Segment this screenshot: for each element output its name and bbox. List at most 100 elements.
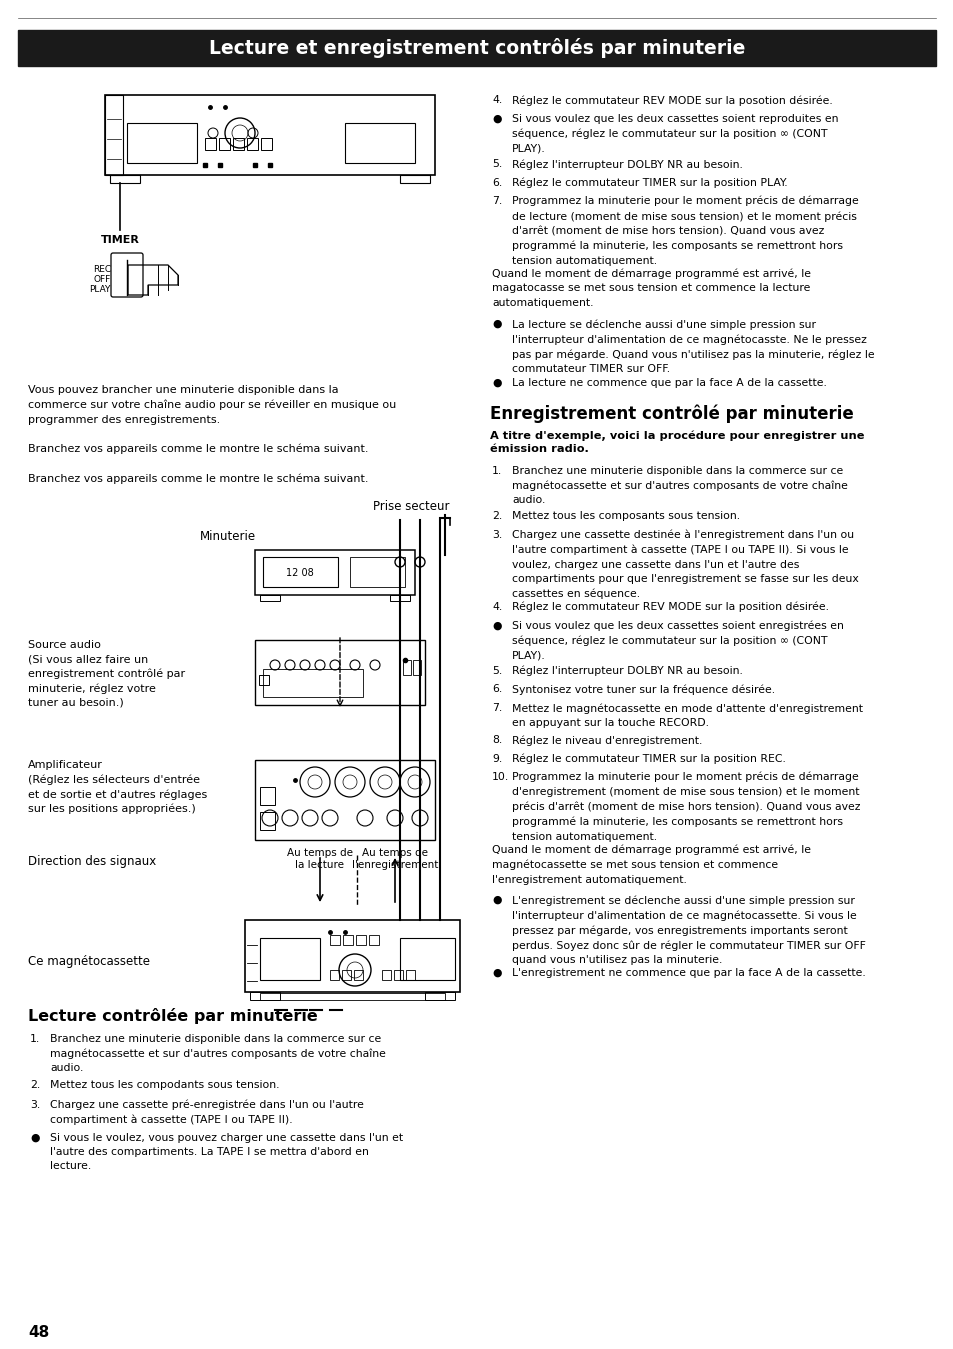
Text: 3.: 3.: [492, 530, 501, 540]
Text: Au temps de
la lecture: Au temps de la lecture: [287, 849, 353, 870]
Text: 1.: 1.: [492, 465, 501, 475]
Bar: [105, 94, 435, 175]
Bar: [233, 138, 244, 150]
Text: 3.: 3.: [30, 1099, 40, 1110]
Text: Mettez tous les composants sous tension.: Mettez tous les composants sous tension.: [512, 511, 740, 521]
Text: 6.: 6.: [492, 684, 501, 695]
Text: Si vous voulez que les deux cassettes soient enregistrées en
séquence, réglez le: Si vous voulez que les deux cassettes so…: [512, 621, 843, 661]
Text: 4.: 4.: [492, 602, 501, 612]
Text: La lecture ne commence que par la face A de la cassette.: La lecture ne commence que par la face A…: [512, 378, 826, 389]
Text: L'enregistrement se déclenche aussi d'une simple pression sur
l'interrupteur d'a: L'enregistrement se déclenche aussi d'un…: [512, 894, 865, 966]
Bar: [219, 138, 230, 150]
Bar: [330, 970, 338, 979]
Text: Minuterie: Minuterie: [200, 530, 255, 544]
Bar: [254, 759, 435, 840]
Bar: [394, 970, 402, 979]
Bar: [369, 935, 378, 946]
Text: Si vous le voulez, vous pouvez charger une cassette dans l'un et
l'autre des com: Si vous le voulez, vous pouvez charger u…: [50, 1133, 403, 1171]
Bar: [260, 938, 319, 979]
Bar: [402, 660, 411, 674]
Text: ●: ●: [492, 318, 501, 329]
Text: 48: 48: [28, 1325, 50, 1340]
Text: La lecture se déclenche aussi d'une simple pression sur
l'interrupteur d'aliment: La lecture se déclenche aussi d'une simp…: [512, 318, 874, 374]
Text: Mettez le magnétocassette en mode d'attente d'enregistrement
en appuyant sur la : Mettez le magnétocassette en mode d'atte…: [512, 703, 862, 728]
Text: ●: ●: [492, 621, 501, 630]
Text: Réglez le commutateur TIMER sur la position REC.: Réglez le commutateur TIMER sur la posit…: [512, 754, 785, 764]
Text: 12 08: 12 08: [286, 568, 314, 577]
Text: Lecture contrôlée par minuterie: Lecture contrôlée par minuterie: [28, 1008, 317, 1024]
Bar: [424, 992, 455, 1000]
Bar: [261, 138, 272, 150]
Text: 5.: 5.: [492, 159, 501, 169]
Bar: [413, 660, 420, 674]
Text: PLAY: PLAY: [90, 286, 111, 294]
Bar: [354, 970, 363, 979]
Bar: [260, 993, 444, 1000]
Text: Branchez une minuterie disponible dans la commerce sur ce
magnétocassette et sur: Branchez une minuterie disponible dans l…: [50, 1033, 385, 1072]
Bar: [247, 138, 257, 150]
Bar: [263, 669, 363, 697]
Text: 2.: 2.: [492, 511, 501, 521]
Text: 7.: 7.: [492, 703, 501, 714]
Text: 6.: 6.: [492, 178, 501, 188]
Text: 7.: 7.: [492, 196, 501, 206]
Text: 5.: 5.: [492, 666, 501, 676]
Text: Quand le moment de démarrage programmé est arrivé, le
magatocasse se met sous te: Quand le moment de démarrage programmé e…: [492, 268, 810, 308]
Bar: [263, 557, 337, 587]
Text: Branchez vos appareils comme le montre le schéma suivant.: Branchez vos appareils comme le montre l…: [28, 473, 368, 483]
Bar: [245, 920, 459, 992]
Bar: [341, 970, 351, 979]
Text: Lecture et enregistrement contrôlés par minuterie: Lecture et enregistrement contrôlés par …: [209, 38, 744, 58]
Bar: [260, 812, 274, 830]
Text: REC: REC: [92, 266, 111, 274]
Text: Chargez une cassette destinée à l'enregistrement dans l'un ou
l'autre compartime: Chargez une cassette destinée à l'enregi…: [512, 530, 858, 599]
Text: Branchez une minuterie disponible dans la commerce sur ce
magnétocassette et sur: Branchez une minuterie disponible dans l…: [512, 465, 847, 505]
Text: ●: ●: [492, 113, 501, 124]
Bar: [260, 595, 280, 602]
Bar: [399, 938, 455, 979]
Bar: [345, 123, 415, 163]
Text: Direction des signaux: Direction des signaux: [28, 855, 156, 867]
Text: Mettez tous les compodants sous tension.: Mettez tous les compodants sous tension.: [50, 1081, 279, 1090]
Text: Prise secteur: Prise secteur: [374, 500, 450, 513]
Text: 10.: 10.: [492, 772, 509, 782]
Text: Réglez le commutateur REV MODE sur la position désirée.: Réglez le commutateur REV MODE sur la po…: [512, 602, 828, 612]
Text: Réglez le commutateur REV MODE sur la posotion désirée.: Réglez le commutateur REV MODE sur la po…: [512, 94, 832, 105]
Text: Au temps de
l'enregistrement: Au temps de l'enregistrement: [352, 849, 437, 870]
Text: Réglez l'interrupteur DOLBY NR au besoin.: Réglez l'interrupteur DOLBY NR au besoin…: [512, 666, 742, 676]
Text: Programmez la minuterie pour le moment précis de démarrage
de lecture (moment de: Programmez la minuterie pour le moment p…: [512, 196, 858, 266]
Bar: [254, 550, 415, 595]
Bar: [355, 935, 366, 946]
Text: ●: ●: [492, 894, 501, 905]
Bar: [254, 639, 424, 706]
Text: 9.: 9.: [492, 754, 501, 764]
Bar: [250, 992, 280, 1000]
Bar: [406, 970, 415, 979]
Bar: [205, 138, 215, 150]
Bar: [105, 94, 123, 175]
Text: Réglez le commutateur TIMER sur la position PLAY.: Réglez le commutateur TIMER sur la posit…: [512, 178, 787, 188]
Bar: [330, 935, 339, 946]
Text: 1.: 1.: [30, 1033, 40, 1044]
Text: Syntonisez votre tuner sur la fréquence désirée.: Syntonisez votre tuner sur la fréquence …: [512, 684, 774, 695]
Text: 8.: 8.: [492, 735, 501, 745]
Text: 2.: 2.: [30, 1081, 40, 1090]
Bar: [18, 30, 935, 66]
Bar: [390, 595, 410, 602]
Bar: [127, 123, 196, 163]
Text: Quand le moment de démarrage programmé est arrivé, le
magnétocassette se met sou: Quand le moment de démarrage programmé e…: [492, 844, 810, 885]
Text: Amplificateur
(Réglez les sélecteurs d'entrée
et de sortie et d'autres réglages
: Amplificateur (Réglez les sélecteurs d'e…: [28, 759, 207, 815]
Text: ●: ●: [30, 1133, 39, 1143]
Text: Programmez la minuterie pour le moment précis de démarrage
d'enregistrement (mom: Programmez la minuterie pour le moment p…: [512, 772, 860, 842]
Bar: [110, 175, 140, 183]
Text: Enregistrement contrôlé par minuterie: Enregistrement contrôlé par minuterie: [490, 405, 853, 424]
Text: TIMER: TIMER: [100, 235, 139, 246]
Bar: [350, 557, 405, 587]
Text: Réglez l'interrupteur DOLBY NR au besoin.: Réglez l'interrupteur DOLBY NR au besoin…: [512, 159, 742, 170]
Text: 4.: 4.: [492, 94, 501, 105]
Text: ●: ●: [492, 378, 501, 389]
Text: Ce magnétocassette: Ce magnétocassette: [28, 955, 150, 969]
Text: ●: ●: [492, 967, 501, 978]
Text: L'enregistrement ne commence que par la face A de la cassette.: L'enregistrement ne commence que par la …: [512, 967, 864, 978]
Bar: [399, 175, 430, 183]
